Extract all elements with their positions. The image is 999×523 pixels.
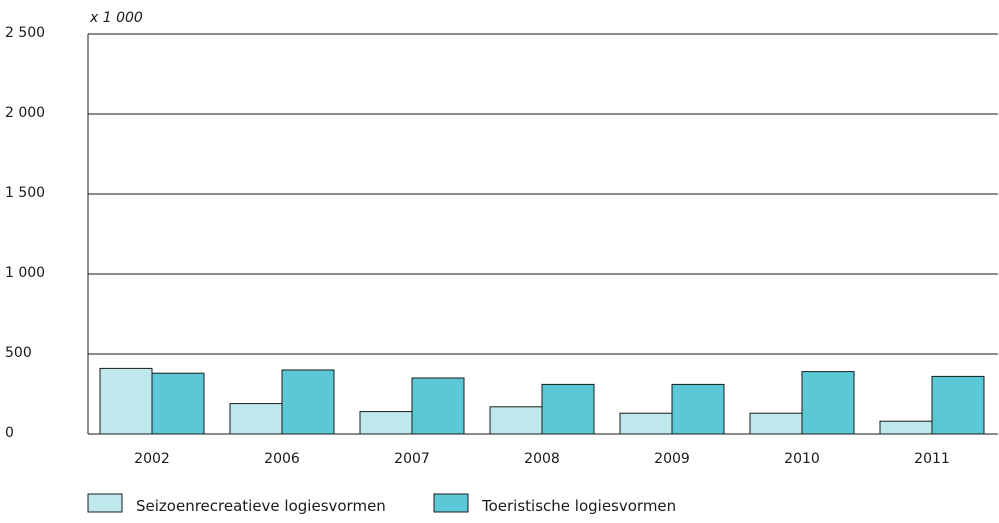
y-tick-label: 0 bbox=[5, 425, 14, 441]
bar-toeristisch-2010 bbox=[801, 371, 855, 435]
y-tick-label: 2 500 bbox=[5, 25, 45, 41]
legend-label: Toeristische logiesvormen bbox=[481, 497, 676, 515]
bar-seizoenrecreatief-2010 bbox=[749, 412, 803, 435]
bar-seizoenrecreatief-2002 bbox=[99, 367, 153, 435]
x-tick-label: 2011 bbox=[914, 451, 950, 467]
bar-toeristisch-2009 bbox=[671, 383, 725, 435]
bar-seizoenrecreatief-2009 bbox=[619, 412, 673, 435]
x-tick-label: 2009 bbox=[654, 451, 690, 467]
bar-toeristisch-2002 bbox=[151, 372, 205, 435]
x-tick-label: 2006 bbox=[264, 451, 300, 467]
bar-toeristisch-2008 bbox=[541, 383, 595, 435]
bar-seizoenrecreatief-2008 bbox=[489, 406, 543, 435]
legend-label: Seizoenrecreatieve logiesvormen bbox=[136, 497, 386, 515]
bar-toeristisch-2006 bbox=[281, 369, 335, 435]
y-tick-label: 500 bbox=[5, 345, 32, 361]
bar-seizoenrecreatief-2007 bbox=[359, 411, 413, 435]
legend-swatch bbox=[87, 493, 123, 513]
bars bbox=[99, 367, 985, 435]
y-axis-unit-label: x 1 000 bbox=[89, 10, 143, 26]
x-tick-label: 2010 bbox=[784, 451, 820, 467]
bar-toeristisch-2007 bbox=[411, 377, 465, 435]
x-tick-label: 2008 bbox=[524, 451, 560, 467]
y-tick-label: 1 500 bbox=[5, 185, 45, 201]
y-tick-label: 1 000 bbox=[5, 265, 45, 281]
legend: Seizoenrecreatieve logiesvormen Toeristis… bbox=[87, 493, 676, 515]
bar-seizoenrecreatief-2011 bbox=[879, 420, 933, 435]
axes bbox=[87, 34, 998, 435]
x-tick-label: 2002 bbox=[134, 451, 170, 467]
bar-seizoenrecreatief-2006 bbox=[229, 403, 283, 435]
x-tick-label: 2007 bbox=[394, 451, 430, 467]
bar-toeristisch-2011 bbox=[931, 375, 985, 435]
y-axis-ticks: 0 500 1 000 1 500 2 000 2 500 bbox=[5, 25, 45, 441]
legend-swatch bbox=[433, 493, 469, 513]
x-axis-ticks: 2002 2006 2007 2008 2009 2010 2011 bbox=[134, 451, 950, 467]
gridlines bbox=[88, 33, 998, 355]
y-tick-label: 2 000 bbox=[5, 105, 45, 121]
